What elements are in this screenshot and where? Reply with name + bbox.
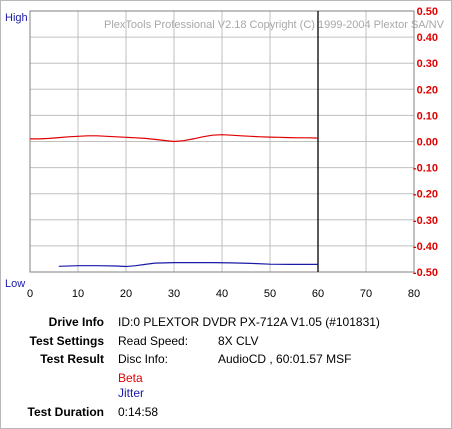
chart: PlexTools Professional V2.18 Copyright (…: [5, 6, 445, 300]
beta-legend-label: Beta: [118, 371, 143, 385]
left-axis-low-label: Low: [5, 278, 25, 290]
read-speed-label: Read Speed:: [118, 334, 189, 348]
series-line-jitter: [58, 262, 318, 268]
x-tick-label: 50: [264, 288, 276, 300]
disc-info-label: Disc Info:: [118, 352, 169, 366]
test-result-label: Test Result: [40, 352, 104, 366]
y-right-tick-label: 0.50: [417, 6, 438, 18]
drive-info-value: ID:0 PLEXTOR DVDR PX-712A V1.05 (#101831…: [118, 315, 380, 329]
y-right-tick-label: 0.20: [417, 84, 438, 96]
y-right-tick-label: -0.50: [413, 267, 438, 279]
x-tick-label: 0: [27, 288, 33, 300]
y-right-tick-label: 0.30: [417, 58, 438, 70]
x-tick-label: 10: [72, 288, 84, 300]
y-right-tick-label: 0.00: [417, 137, 438, 149]
test-settings-label: Test Settings: [29, 334, 104, 348]
left-axis-high-label: High: [5, 12, 28, 24]
read-speed-value: 8X CLV: [218, 334, 259, 348]
y-right-tick-label: -0.30: [413, 215, 438, 227]
series-line-beta: [30, 134, 319, 143]
x-tick-label: 40: [216, 288, 228, 300]
test-duration-value: 0:14:58: [118, 405, 159, 419]
y-right-tick-label: -0.20: [413, 189, 438, 201]
x-tick-label: 20: [120, 288, 132, 300]
x-tick-label: 70: [360, 288, 372, 300]
jitter-legend-label: Jitter: [118, 386, 145, 400]
x-tick-label: 30: [168, 288, 180, 300]
disc-info-value: AudioCD , 60:01.57 MSF: [218, 352, 352, 366]
x-tick-label: 80: [408, 288, 420, 300]
y-right-tick-label: 0.10: [417, 110, 438, 122]
plot-area: [29, 10, 415, 273]
y-right-tick-label: -0.40: [413, 241, 438, 253]
drive-info-label: Drive Info: [48, 315, 104, 329]
x-tick-label: 60: [312, 288, 324, 300]
watermark-text: PlexTools Professional V2.18 Copyright (…: [104, 19, 445, 31]
y-right-tick-label: -0.10: [413, 163, 438, 175]
y-right-tick-label: 0.40: [417, 32, 438, 44]
test-duration-label: Test Duration: [27, 405, 104, 419]
